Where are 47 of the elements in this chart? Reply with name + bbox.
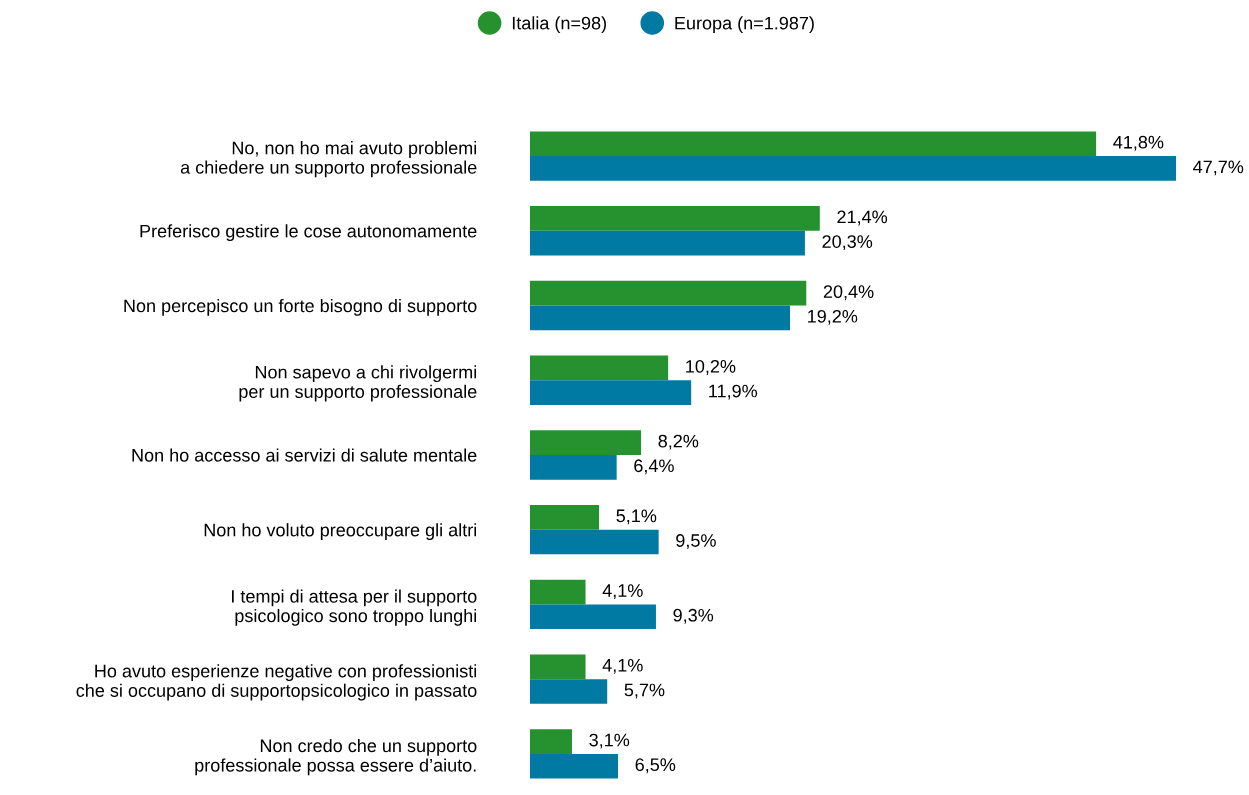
y-tick-label: Non ho accesso ai servizi di salute mentale	[132, 448, 477, 462]
data-label: 8,2%	[658, 434, 699, 450]
data-label: 10,2%	[686, 359, 736, 375]
y-tick-label: Non percepisco un forte bisogno di supporto	[124, 298, 477, 316]
bar	[530, 454, 617, 480]
bar	[530, 131, 1097, 157]
data-label: 19,2%	[808, 309, 858, 325]
data-label: 9,3%	[673, 608, 714, 624]
bar	[530, 206, 820, 231]
y-tick-label: I tempi di attesa per il supporto psicologico sono troppo lunghi	[232, 589, 477, 626]
data-label: 6,4%	[634, 459, 674, 475]
bar	[530, 679, 608, 704]
bar	[530, 529, 659, 555]
bar	[530, 729, 572, 754]
data-label: 9,5%	[676, 534, 716, 550]
data-label: 11,9%	[709, 384, 758, 400]
data-label: 3,1%	[589, 733, 630, 749]
y-tick-label: No, non ho mai avuto problemi a chiedere un supporto professionale	[180, 141, 477, 178]
y-tick-label: Non ho voluto preoccupare gli altri	[204, 523, 477, 540]
data-label: 4,1%	[602, 658, 643, 674]
y-tick-label: Ho avuto esperienze negative con professionisti che si occupano di supportopsicologico in passato	[76, 664, 477, 701]
legend-label: Europa (n=1.987)	[675, 16, 814, 34]
bar	[530, 604, 656, 630]
bar	[530, 579, 586, 605]
data-label: 4,1%	[602, 584, 643, 600]
bar	[530, 380, 692, 405]
bar	[530, 753, 619, 779]
data-label: 6,5%	[635, 758, 676, 774]
bar	[530, 505, 600, 530]
y-tick-label: Preferisco gestire le cose autonomamente	[140, 224, 477, 242]
data-label: 47,7%	[1193, 160, 1244, 176]
bar	[530, 156, 1176, 181]
y-tick-label: Non credo che un supporto professionale possa essere d’aiuto.	[195, 738, 477, 776]
legend-label: Italia (n=98)	[512, 16, 606, 34]
bar	[530, 280, 807, 306]
bar	[530, 305, 791, 331]
data-label: 20,4%	[823, 285, 874, 301]
y-tick-label: Non sapevo a chi rivolgermi per un supporto professionale	[239, 365, 477, 402]
data-label: 21,4%	[837, 210, 888, 226]
data-label: 5,1%	[616, 509, 657, 525]
bar	[530, 355, 669, 381]
data-label: 5,7%	[624, 683, 665, 699]
bar	[530, 654, 586, 680]
data-label: 41,8%	[1113, 135, 1164, 151]
data-label: 20,3%	[822, 235, 873, 251]
bar	[530, 230, 805, 256]
bar	[530, 430, 642, 455]
